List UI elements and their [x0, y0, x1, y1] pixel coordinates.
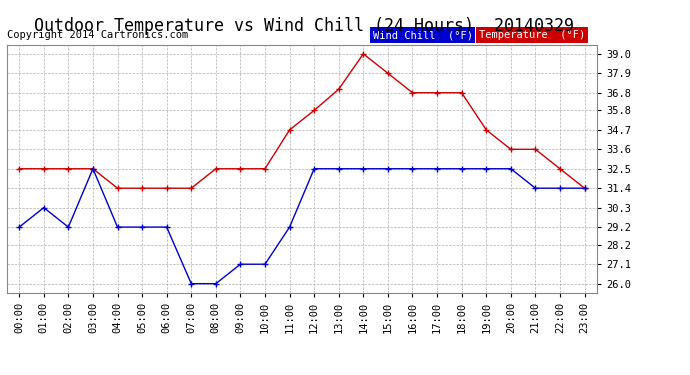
Text: Outdoor Temperature vs Wind Chill (24 Hours)  20140329: Outdoor Temperature vs Wind Chill (24 Ho… [34, 17, 573, 35]
Text: Temperature  (°F): Temperature (°F) [479, 30, 585, 40]
Text: Wind Chill  (°F): Wind Chill (°F) [373, 30, 473, 40]
Text: Copyright 2014 Cartronics.com: Copyright 2014 Cartronics.com [7, 30, 188, 40]
